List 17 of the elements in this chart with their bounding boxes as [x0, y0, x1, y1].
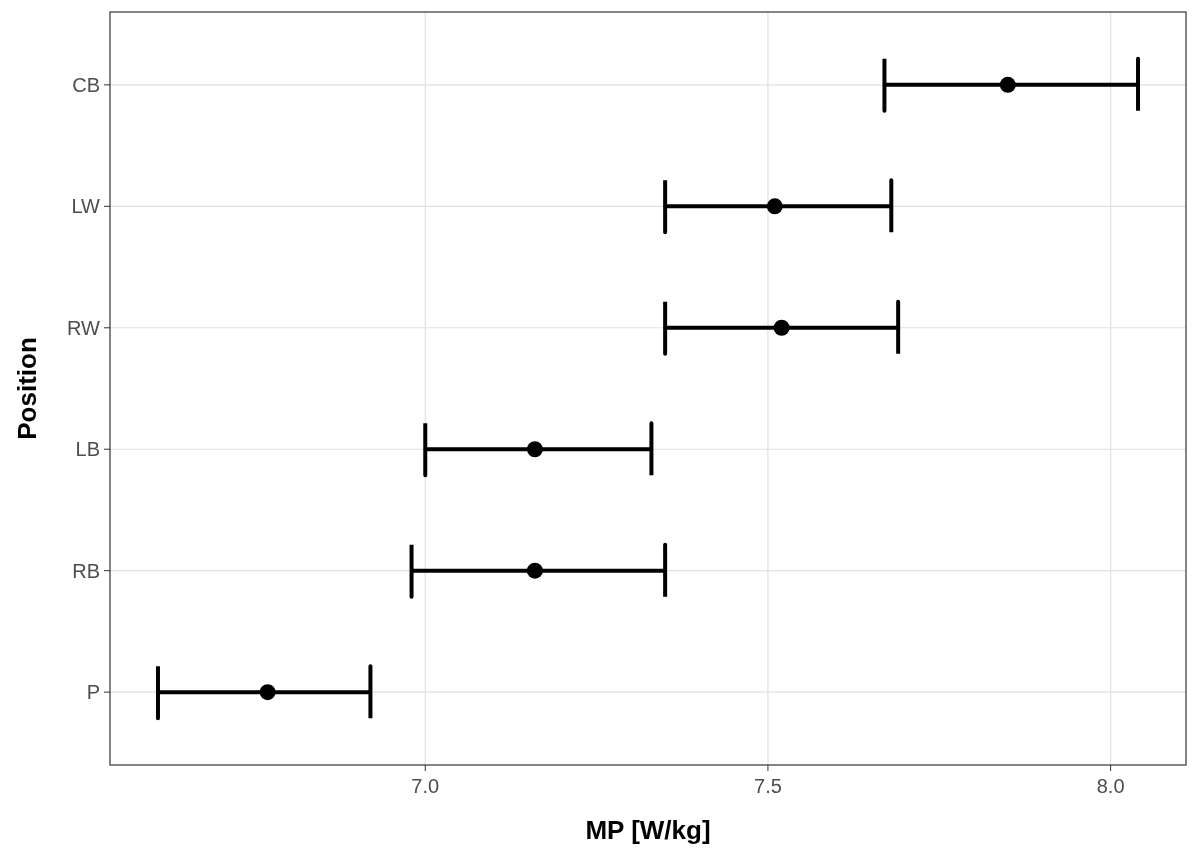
y-axis-title: Position — [12, 337, 42, 440]
point — [526, 562, 543, 579]
point — [259, 684, 276, 701]
y-tick-label: CB — [72, 73, 100, 96]
y-tick-label: P — [86, 681, 100, 704]
point — [773, 319, 790, 336]
x-tick-label: 7.0 — [411, 775, 440, 797]
y-tick-label: LW — [71, 195, 101, 218]
point — [766, 198, 783, 215]
point — [526, 441, 543, 458]
y-tick-label: LB — [75, 438, 100, 461]
x-axis-title: MP [W/kg] — [585, 815, 711, 845]
x-tick-label: 8.0 — [1096, 775, 1125, 797]
x-tick-label: 7.5 — [754, 775, 782, 797]
y-tick-label: RW — [67, 316, 101, 339]
y-tick-label: RB — [72, 559, 100, 582]
point — [999, 76, 1016, 93]
